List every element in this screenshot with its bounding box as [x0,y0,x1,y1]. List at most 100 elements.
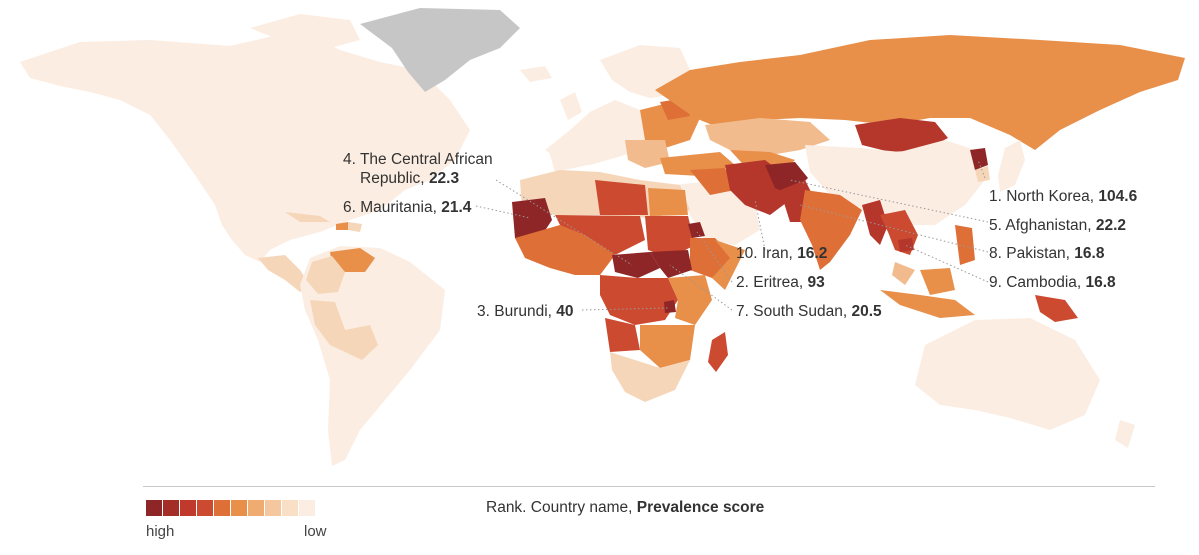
callout-rank-name: 2. Eritrea, [736,274,808,291]
leader-lines [475,159,989,311]
colombia [306,256,345,294]
callout-south-sudan: 7. South Sudan, 20.5 [736,302,882,321]
dominican-republic [348,222,362,232]
legend-swatch [299,500,315,516]
legend-swatch [180,500,196,516]
sudan [645,216,695,258]
cuba [285,212,330,222]
callout-afghanistan: 5. Afghanistan, 22.2 [989,216,1126,235]
central-america [258,255,310,292]
callout-pakistan: 8. Pakistan, 16.8 [989,244,1104,263]
south-sudan [650,250,692,278]
indonesia [880,290,975,318]
haiti [336,222,348,230]
north-korea [970,148,988,170]
callout-rank-name: 6. Mauritania, [343,199,442,216]
callout-score: 93 [807,274,825,291]
callout-north-korea: 1. North Korea, 104.6 [989,187,1137,206]
legend-color-scale [146,500,316,516]
legend-caption-plain: Rank. Country name, [486,499,637,516]
kazakhstan [705,118,830,156]
madagascar [708,332,728,372]
legend-swatch [214,500,230,516]
callout-rank-name: 7. South Sudan, [736,303,852,320]
congo-basin [600,275,678,325]
callout-rank-name: 5. Afghanistan, [989,217,1096,234]
callout-rank-name: 9. Cambodia, [989,274,1086,291]
mauritania [512,198,552,238]
somalia [712,240,745,290]
callout-rank-name-line2: Republic, [360,170,429,187]
callout-mauritania: 6. Mauritania, 21.4 [343,198,471,217]
russia [655,35,1185,150]
callout-iran: 10. Iran, 16.2 [736,244,827,263]
mongolia [855,118,948,152]
legend-swatch [163,500,179,516]
south-korea [975,166,990,182]
southern-africa [610,352,690,402]
callout-rank-name: 3. Burundi, [477,303,557,320]
philippines [955,225,975,265]
egypt [648,188,688,216]
burundi [664,300,676,313]
callout-score: 16.8 [1074,245,1105,262]
world-map [20,8,1185,466]
algeria-libya [595,180,648,215]
venezuela [330,248,375,272]
legend-swatch [248,500,264,516]
peru [310,300,345,352]
legend-caption: Rank. Country name, Prevalence score [486,499,764,517]
balkans [625,140,670,168]
legend-high-label: high [146,523,175,540]
south-america [300,246,445,466]
legend-swatch [146,500,162,516]
legend-swatch [282,500,298,516]
callout-rank-name: 8. Pakistan, [989,245,1075,262]
borneo [920,268,955,295]
bolivia [345,325,378,360]
callout-score: 40 [556,303,574,320]
callout-rank-name: 1. North Korea, [989,188,1099,205]
eritrea [688,222,705,238]
new-zealand [1115,420,1135,448]
legend-swatch [197,500,213,516]
iraq-syria [690,168,735,195]
iceland [520,66,552,82]
legend-low-label: low [304,523,327,540]
callout-score: 21.4 [441,199,472,216]
japan [998,140,1025,192]
arctic-islands [250,14,360,48]
callout-score: 16.8 [1085,274,1116,291]
legend-divider [143,486,1155,487]
east-africa [668,275,712,325]
legend-caption-bold: Prevalence score [636,499,765,516]
angola [605,318,640,352]
legend-swatch [265,500,281,516]
callout-score: 16.2 [797,245,828,262]
australia [915,318,1100,430]
greenland [360,8,520,92]
china [805,140,985,225]
callout-car: 4. The Central African Republic, 22.3 [343,150,493,188]
legend-swatch [231,500,247,516]
myanmar [862,200,888,245]
callout-eritrea: 2. Eritrea, 93 [736,273,825,292]
callout-score: 22.2 [1095,217,1127,234]
callout-rank-name: 10. Iran, [736,245,798,262]
sahel [555,215,645,255]
callout-rank-name-line1: 4. The Central African [343,151,493,168]
uk [560,92,582,120]
central-african-republic [612,252,660,278]
callout-score: 104.6 [1098,188,1138,205]
malaysia [892,262,915,285]
north-america [20,30,470,262]
cambodia [898,238,914,252]
callout-cambodia: 9. Cambodia, 16.8 [989,273,1116,292]
callout-score: 20.5 [851,303,882,320]
callout-score: 22.3 [428,170,460,187]
spain [548,145,588,172]
papua-new-guinea [1035,295,1078,322]
india [800,190,862,270]
southern-africa-mid [640,325,695,368]
callout-burundi: 3. Burundi, 40 [477,302,574,321]
